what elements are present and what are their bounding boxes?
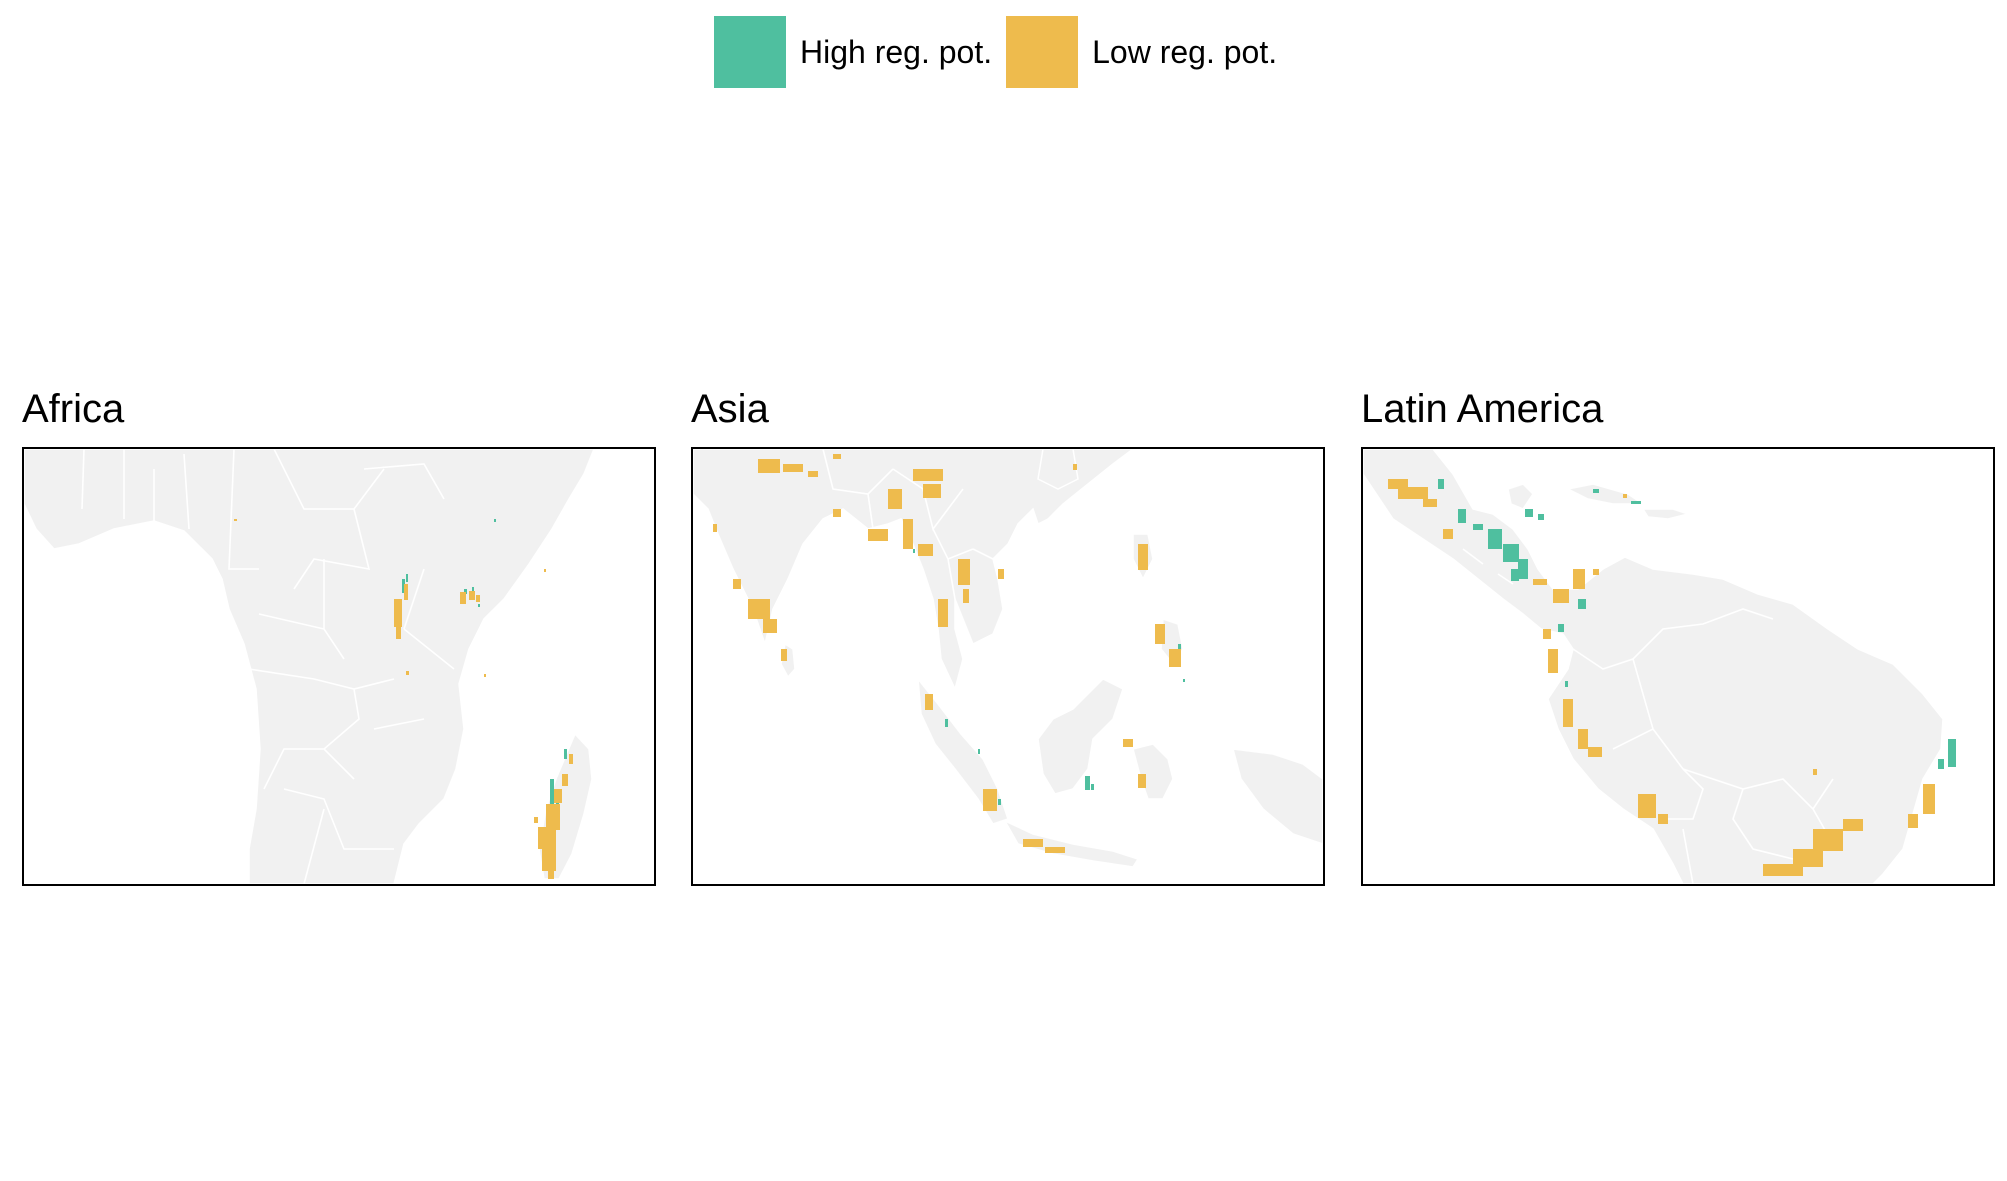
map-frame-asia bbox=[691, 447, 1325, 886]
low-reg-pot-africa bbox=[234, 519, 573, 879]
low-reg-pot-asia bbox=[713, 454, 1181, 853]
map-panel-latin-america: Latin America bbox=[1361, 383, 1995, 886]
low-reg-pot-latin-america bbox=[1388, 479, 1935, 876]
panel-title-africa: Africa bbox=[22, 387, 125, 431]
land-asia bbox=[693, 449, 1323, 868]
map-panel-africa: Africa bbox=[22, 383, 656, 886]
map-panel-asia: Asia bbox=[691, 383, 1325, 886]
legend-swatch-low bbox=[1006, 16, 1079, 88]
map-africa bbox=[24, 449, 595, 884]
legend-label-high: High reg. pot. bbox=[800, 33, 993, 70]
high-reg-pot-latin-america bbox=[1438, 479, 1956, 769]
panel-title-latin-america: Latin America bbox=[1361, 387, 1604, 431]
legend-item-high: High reg. pot. bbox=[714, 16, 992, 88]
map-legend: High reg. pot. Low reg. pot. bbox=[714, 15, 1291, 89]
map-asia bbox=[693, 449, 1323, 868]
map-frame-africa bbox=[22, 447, 656, 886]
map-latin-america bbox=[1363, 449, 1956, 884]
borders-asia bbox=[822, 449, 994, 600]
land-africa bbox=[24, 449, 595, 884]
panel-title-asia: Asia bbox=[691, 387, 769, 431]
land-latin-america bbox=[1363, 449, 1944, 884]
legend-item-low: Low reg. pot. bbox=[1006, 16, 1277, 88]
high-reg-pot-asia bbox=[913, 549, 1185, 805]
legend-label-low: Low reg. pot. bbox=[1092, 33, 1278, 70]
map-frame-latin-america bbox=[1361, 447, 1995, 886]
legend-swatch-high bbox=[714, 16, 786, 88]
borders-africa bbox=[81, 449, 455, 884]
borders-latin-america bbox=[1462, 548, 1834, 884]
